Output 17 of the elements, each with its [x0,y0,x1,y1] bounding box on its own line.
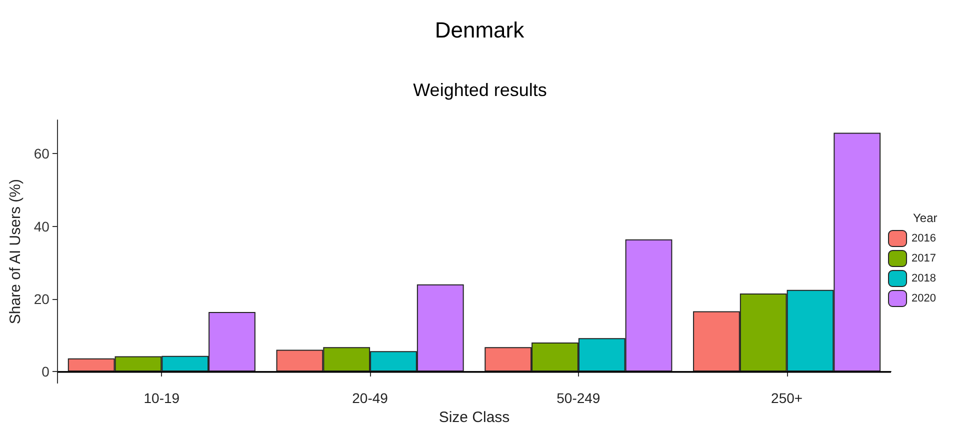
y-axis-title: Share of AI Users (%) [7,179,24,324]
y-tick-label: 40 [34,218,50,234]
x-tick-label: 10-19 [144,390,180,406]
legend-label: 2020 [912,292,936,304]
legend-label: 2016 [912,232,936,244]
y-tick-label: 60 [34,146,50,162]
chart-subtitle: Weighted results [413,80,547,100]
chart-title: Denmark [434,18,526,42]
legend-label: 2018 [912,272,936,284]
x-tick-label: 20-49 [352,390,388,406]
x-axis-title: Size Class [438,409,510,426]
y-tick-label: 0 [42,363,50,380]
legend-label: 2017 [912,252,936,264]
legend-title: Year [913,211,938,225]
x-tick-label: 50-249 [556,390,600,406]
x-tick-label: 250+ [771,390,803,406]
y-tick-label: 20 [34,290,50,307]
